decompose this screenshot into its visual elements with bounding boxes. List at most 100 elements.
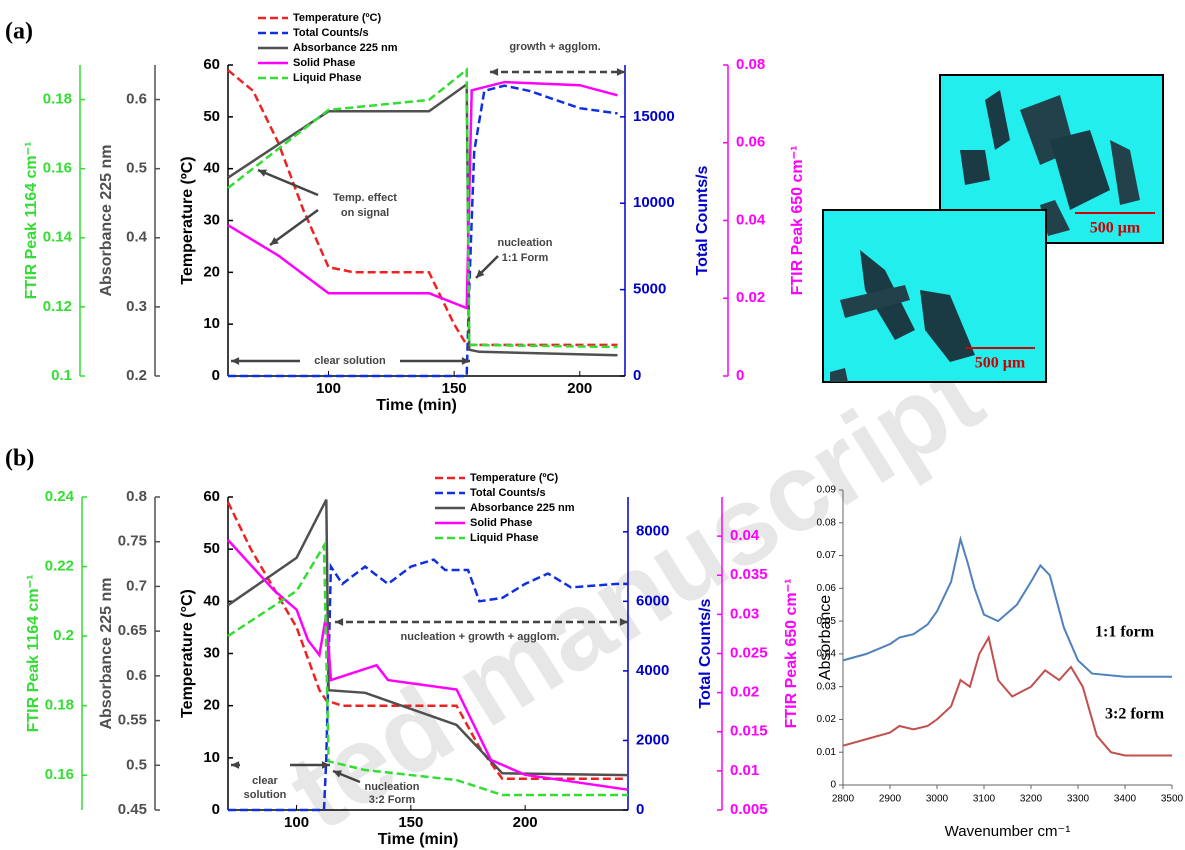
- x-tick-label: 3300: [1067, 794, 1090, 805]
- axis-label: Time (min): [376, 397, 457, 414]
- arrow-head: [490, 68, 499, 76]
- series-line: [228, 84, 618, 378]
- y-tick-label: 0: [830, 780, 836, 791]
- series-line: [227, 67, 618, 349]
- y-tick-label: 0.24: [45, 488, 75, 505]
- y-tick-label: 0.16: [43, 160, 72, 177]
- y-tick-label: 10000: [633, 194, 675, 211]
- y-tick-label: 0.8: [126, 488, 147, 505]
- axis-label: FTIR Peak 650 cm⁻¹: [783, 579, 800, 729]
- y-tick-label: 0.5: [126, 756, 147, 773]
- axis-label: Absorbance: [817, 595, 834, 680]
- y-tick-label: 0.14: [43, 229, 73, 246]
- y-tick-label: 0.08: [817, 517, 837, 528]
- spectrum-line: [842, 535, 1172, 678]
- arrow: [269, 208, 319, 247]
- annotation: on signal: [341, 207, 389, 219]
- axis-label: FTIR Peak 650 cm⁻¹: [789, 146, 806, 296]
- axis-label: Absorbance 225 nm: [98, 577, 115, 729]
- arrow-head: [231, 357, 240, 365]
- y-tick-label: 0.1: [51, 367, 72, 384]
- annotation: clear solution: [314, 355, 386, 367]
- axis-label: Temperature (°C): [179, 589, 196, 718]
- x-tick-label: 100: [316, 380, 341, 397]
- y-tick-label: 10: [203, 315, 220, 332]
- x-tick-label: 150: [442, 380, 467, 397]
- y-tick-label: 2000: [636, 731, 669, 748]
- legend-label: Temperature (ºC): [293, 12, 381, 24]
- legend-label: Solid Phase: [293, 57, 355, 69]
- y-tick-label: 0.025: [730, 644, 768, 661]
- y-tick-label: 20: [203, 263, 220, 280]
- arrow: [257, 168, 319, 197]
- arrow-head: [321, 761, 330, 769]
- y-tick-label: 0.12: [43, 298, 72, 315]
- x-tick-label: 2900: [879, 794, 902, 805]
- annotation: nucleation + growth + agglom.: [401, 631, 560, 643]
- x-tick-label: 3400: [1114, 794, 1137, 805]
- y-tick-label: 0.2: [53, 627, 74, 644]
- y-tick-label: 0: [636, 801, 644, 818]
- y-tick-label: 6000: [636, 592, 669, 609]
- annotation: solution: [244, 789, 287, 801]
- x-tick-label: 200: [513, 814, 538, 831]
- arrow-head: [258, 169, 267, 177]
- y-tick-label: 0.035: [730, 566, 768, 583]
- y-tick-label: 40: [203, 160, 220, 177]
- y-tick-label: 0: [212, 801, 220, 818]
- y-tick-label: 0.16: [45, 766, 74, 783]
- axis-label: Absorbance 225 nm: [98, 144, 115, 296]
- axis-label: Total Counts/s: [694, 165, 711, 275]
- axis-label: FTIR Peak 1164 cm⁻¹: [25, 575, 42, 733]
- x-tick-label: 3000: [926, 794, 949, 805]
- annotation: nucleation: [364, 781, 419, 793]
- legend-label: Total Counts/s: [470, 487, 546, 499]
- series-line: [227, 80, 618, 310]
- y-tick-label: 0: [212, 367, 220, 384]
- y-tick-label: 0.18: [43, 91, 72, 108]
- y-tick-label: 0.3: [126, 298, 147, 315]
- series-line: [227, 499, 629, 777]
- y-tick-label: 0.5: [126, 160, 147, 177]
- y-tick-label: 0.6: [126, 91, 147, 108]
- y-tick-label: 0.05: [817, 616, 837, 627]
- micrograph: 500 μm: [939, 74, 1164, 244]
- y-tick-label: 0.18: [45, 697, 74, 714]
- x-tick-label: 3200: [1020, 794, 1043, 805]
- y-tick-label: 0.09: [817, 485, 837, 496]
- legend-label: Total Counts/s: [293, 27, 369, 39]
- y-tick-label: 30: [203, 644, 220, 661]
- y-tick-label: 0: [736, 367, 744, 384]
- y-tick-label: 0.02: [730, 684, 759, 701]
- annotation: growth + agglom.: [509, 41, 600, 53]
- y-tick-label: 15000: [633, 108, 675, 125]
- arrow-head: [333, 770, 342, 778]
- y-tick-label: 0.06: [817, 583, 837, 594]
- y-tick-label: 0.22: [45, 558, 74, 575]
- x-tick-label: 2800: [832, 794, 855, 805]
- scale-bar-label: 500 μm: [975, 355, 1026, 372]
- micrograph: 500 μm: [822, 209, 1047, 383]
- y-tick-label: 10: [203, 749, 220, 766]
- x-tick-label: 100: [284, 814, 309, 831]
- arrow-head: [476, 269, 485, 278]
- y-tick-label: 50: [203, 108, 220, 125]
- legend-label: Liquid Phase: [470, 532, 538, 544]
- spectrum-line: [842, 634, 1172, 757]
- annotation: nucleation: [497, 237, 552, 249]
- y-tick-label: 0.015: [730, 723, 768, 740]
- annotation: Temp. effect: [333, 192, 397, 204]
- y-tick-label: 0.07: [817, 550, 837, 561]
- y-tick-label: 0: [633, 367, 641, 384]
- y-tick-label: 0.04: [817, 649, 837, 660]
- arrow-head: [461, 357, 470, 365]
- y-tick-label: 0.04: [730, 527, 760, 544]
- axis-label: Wavenumber cm⁻¹: [945, 823, 1071, 840]
- axis-label: Time (min): [378, 831, 459, 848]
- arrow-head: [335, 618, 344, 626]
- y-tick-label: 0.45: [118, 801, 147, 818]
- y-tick-label: 0.01: [730, 762, 759, 779]
- series-label: 1:1 form: [1095, 624, 1155, 641]
- x-tick-label: 150: [398, 814, 423, 831]
- y-tick-label: 0.03: [730, 605, 759, 622]
